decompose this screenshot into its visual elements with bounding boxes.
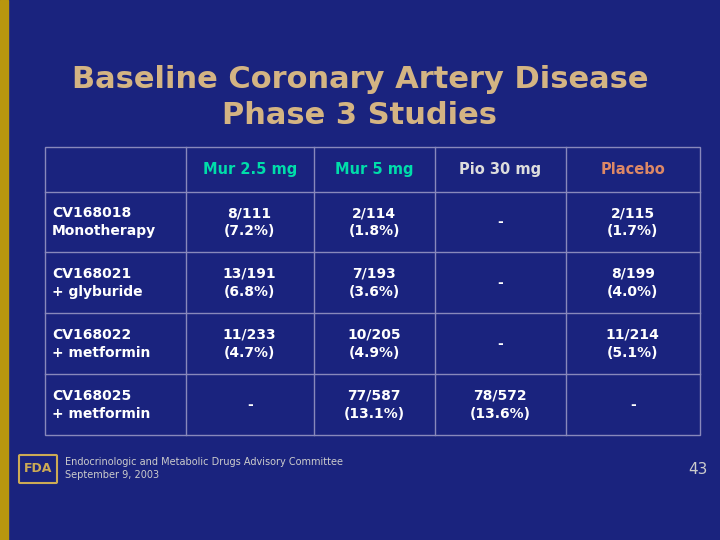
Text: 8/111
(7.2%): 8/111 (7.2%)	[224, 206, 275, 238]
Text: CV168025
+ metformin: CV168025 + metformin	[52, 389, 150, 421]
Bar	[45, 147, 700, 435]
Text: CV168021
+ glyburide: CV168021 + glyburide	[52, 267, 143, 299]
Text: -: -	[498, 337, 503, 351]
Text: Phase 3 Studies: Phase 3 Studies	[222, 100, 498, 130]
Text: 43: 43	[688, 462, 708, 476]
Text: Placebo: Placebo	[600, 162, 665, 177]
Text: -: -	[498, 215, 503, 229]
Text: Mur 2.5 mg: Mur 2.5 mg	[202, 162, 297, 177]
Text: 11/233
(4.7%): 11/233 (4.7%)	[223, 328, 276, 360]
FancyBboxPatch shape	[19, 455, 57, 483]
Text: Mur 5 mg: Mur 5 mg	[335, 162, 413, 177]
Text: Baseline Coronary Artery Disease: Baseline Coronary Artery Disease	[72, 65, 648, 94]
Bar	[0, 0, 8, 540]
Text: CV168022
+ metformin: CV168022 + metformin	[52, 328, 150, 360]
Text: Endocrinologic and Metabolic Drugs Advisory Committee: Endocrinologic and Metabolic Drugs Advis…	[65, 457, 343, 467]
Text: 11/214
(5.1%): 11/214 (5.1%)	[606, 328, 660, 360]
Text: 78/572
(13.6%): 78/572 (13.6%)	[469, 389, 531, 421]
Text: -: -	[247, 397, 253, 411]
Text: Pio 30 mg: Pio 30 mg	[459, 162, 541, 177]
Text: 7/193
(3.6%): 7/193 (3.6%)	[348, 267, 400, 299]
Text: 77/587
(13.1%): 77/587 (13.1%)	[343, 389, 405, 421]
Text: -: -	[498, 276, 503, 290]
Text: 10/205
(4.9%): 10/205 (4.9%)	[347, 328, 401, 360]
Text: September 9, 2003: September 9, 2003	[65, 470, 159, 480]
Text: 2/114
(1.8%): 2/114 (1.8%)	[348, 206, 400, 238]
Text: FDA: FDA	[24, 462, 52, 476]
Text: 8/199
(4.0%): 8/199 (4.0%)	[607, 267, 659, 299]
Text: 13/191
(6.8%): 13/191 (6.8%)	[223, 267, 276, 299]
Text: CV168018
Monotherapy: CV168018 Monotherapy	[52, 206, 156, 238]
Text: -: -	[630, 397, 636, 411]
Text: 2/115
(1.7%): 2/115 (1.7%)	[607, 206, 659, 238]
